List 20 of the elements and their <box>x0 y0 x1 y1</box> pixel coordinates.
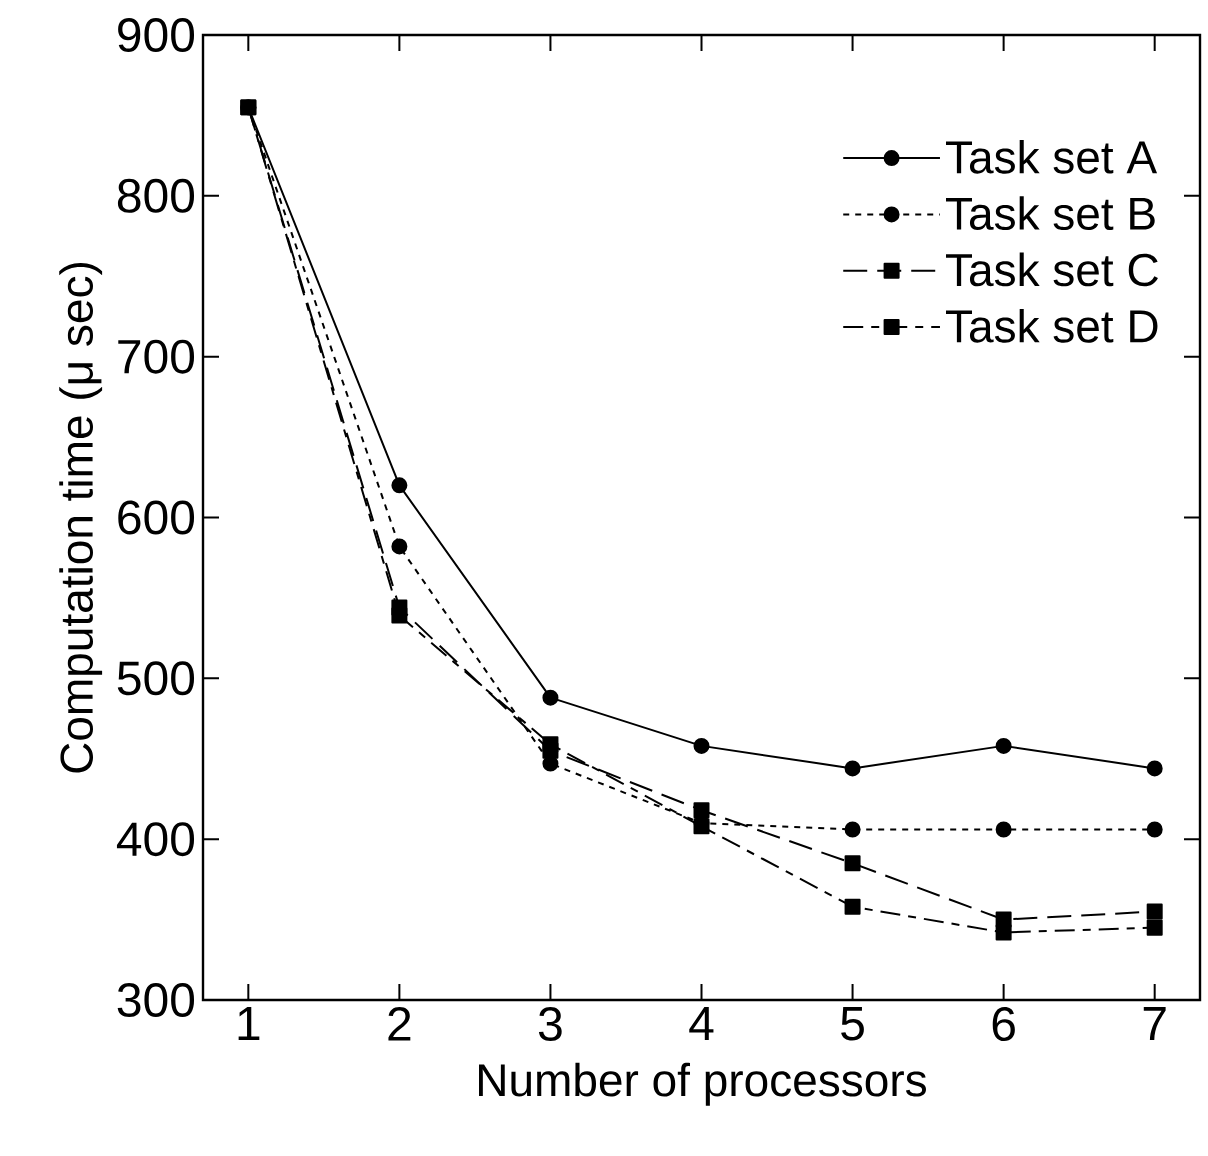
x-tick-label: 6 <box>992 1007 1015 1042</box>
x-axis-title: Number of processors <box>479 1062 926 1106</box>
x-tick-label: 3 <box>538 1007 562 1042</box>
y-tick-label: 700 <box>118 339 195 374</box>
y-tick-label: 900 <box>118 18 195 52</box>
y-axis-title: Computation time (μ sec) <box>59 263 103 773</box>
legend-label: Task set C <box>946 252 1158 287</box>
x-tick-label: 5 <box>841 1007 864 1041</box>
legend-label: Task set D <box>946 308 1158 343</box>
legend-label: Task set A <box>946 139 1158 174</box>
legend-label: Task set B <box>946 196 1155 231</box>
x-tick-label: 1 <box>238 1007 260 1041</box>
x-tick-label: 7 <box>1143 1007 1166 1041</box>
y-tick-label: 400 <box>116 822 195 857</box>
y-tick-label: 800 <box>117 178 195 213</box>
x-tick-label: 4 <box>689 1007 714 1041</box>
x-tick-label: 2 <box>388 1007 411 1041</box>
y-tick-label: 300 <box>117 983 195 1017</box>
y-tick-label: 600 <box>118 500 195 535</box>
y-tick-label: 500 <box>117 661 195 696</box>
